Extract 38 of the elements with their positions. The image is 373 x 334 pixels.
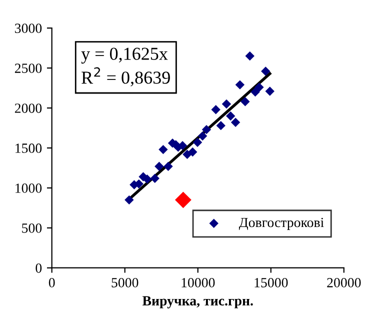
point (154, 162, 164, 171)
point (245, 51, 254, 61)
x-tick-label: 0 (48, 278, 55, 288)
point (202, 124, 212, 134)
x-tick-label: 15000 (254, 278, 288, 288)
point (235, 80, 245, 90)
x-axis-title: Виручка, тис.грн. (142, 296, 253, 308)
point (192, 138, 202, 147)
point (198, 131, 208, 141)
point (216, 120, 226, 130)
y-tick-label: 500 (22, 223, 42, 233)
point (265, 86, 274, 96)
point (174, 192, 192, 208)
x-tick-label: 5000 (112, 278, 138, 288)
point (230, 118, 240, 127)
point (211, 104, 220, 114)
y-tick-label: 2500 (14, 64, 42, 73)
x-tick-label: 20000 (327, 278, 361, 288)
point (250, 87, 260, 97)
y-tick-label: 0 (36, 263, 42, 273)
point (254, 82, 264, 92)
y-tick-label: 1000 (16, 184, 42, 193)
point (164, 162, 173, 171)
point (150, 174, 160, 183)
point (240, 96, 250, 106)
point (124, 195, 134, 205)
annotation: R$^{2}$ = 0,8639 (82, 67, 170, 86)
legend-label: Довгострокові (238, 218, 324, 230)
point (222, 99, 232, 109)
x-tick-label: 10000 (182, 278, 215, 288)
y-tick-label: 3000 (15, 24, 42, 34)
point (261, 66, 270, 76)
annotation: y = 0,1625x (81, 48, 168, 64)
y-tick-label: 1500 (16, 144, 42, 153)
point (226, 111, 236, 121)
point (188, 147, 198, 157)
point (158, 144, 168, 154)
y-tick-label: 2000 (14, 104, 42, 113)
